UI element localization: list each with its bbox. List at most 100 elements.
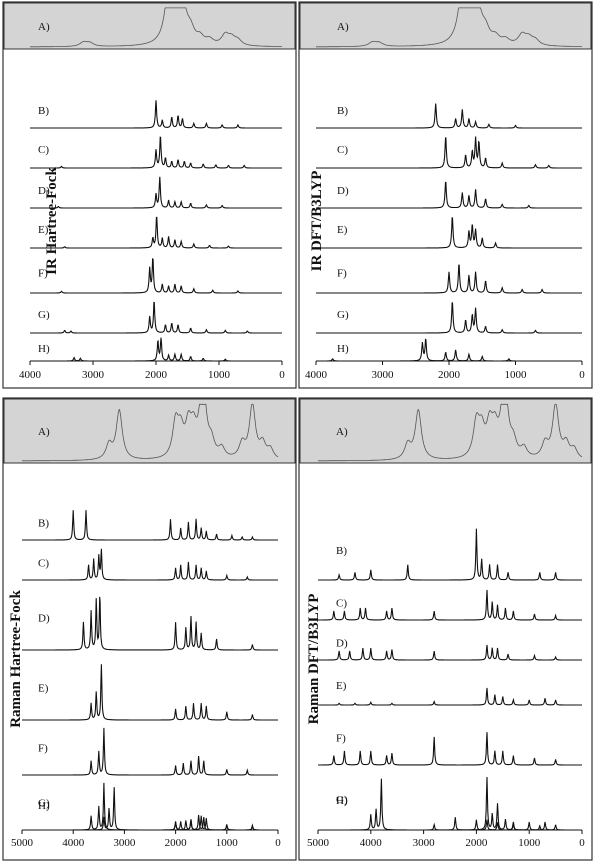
spectrum-line-g <box>316 302 582 334</box>
spectrum-label: B) <box>336 545 347 557</box>
x-tick-label: 3000 <box>113 837 136 849</box>
x-tick-label: 4000 <box>62 837 85 849</box>
spectrum-label: A) <box>38 426 50 438</box>
panel-frame <box>298 1 593 389</box>
x-tick-label: 2000 <box>438 369 461 381</box>
spectrum-line-a <box>318 403 583 462</box>
spectrum-label: D) <box>337 185 349 197</box>
spectrum-label: A) <box>336 426 348 438</box>
spectrum-label: D) <box>336 638 348 650</box>
spectrum-line-d <box>318 644 582 661</box>
x-tick-label: 2000 <box>165 837 188 849</box>
spectrum-line-b <box>22 510 278 541</box>
chart-panel-top-right: A) B) C) D) E) F) G) H) 4000 3000 2000 1000 0 IR DFT/… <box>298 1 593 389</box>
spectrum-label: H) <box>38 343 50 355</box>
spectrum-line-e <box>22 664 278 721</box>
spectrum-line-b <box>318 528 582 581</box>
experimental-spectrum-band <box>299 2 592 50</box>
spectrum-label: F) <box>38 743 48 755</box>
panel-title: Raman Hartree-Fock <box>8 590 24 728</box>
spectrum-label: F) <box>38 268 48 280</box>
spectrum-line-b <box>316 103 582 129</box>
spectrum-line-a <box>30 7 282 48</box>
spectrum-line-f <box>22 727 278 776</box>
x-tick-label: 4000 <box>360 837 383 849</box>
spectrum-label: C) <box>336 598 347 610</box>
spectrum-line-h <box>22 787 278 831</box>
spectrum-label: H) <box>337 343 349 355</box>
spectrum-label: F) <box>336 733 346 745</box>
spectrum-line-e <box>318 687 582 706</box>
spectrum-line-f <box>316 264 582 294</box>
spectrum-line-h <box>318 778 582 831</box>
panel-frame <box>2 1 297 389</box>
spectrum-label: A) <box>337 21 349 33</box>
spectrum-line-e <box>316 217 582 249</box>
spectrum-line-e <box>30 216 282 249</box>
spectrum-label: H) <box>38 800 50 812</box>
chart-panel-top-left: A) B) C) D) E) F) G) H) 4000 3000 2000 1000 0 IR Hart… <box>2 1 297 389</box>
spectrum-label: D) <box>38 185 50 197</box>
chart-panel-bottom-left: A) B) C) D) E) F) G)H) 5000 4000 3000 2000 1000 0 Ram… <box>2 397 297 861</box>
spectrum-label: B) <box>38 518 49 530</box>
experimental-spectrum-band <box>3 398 296 464</box>
x-tick-label: 2000 <box>465 837 488 849</box>
panel-title: Raman DFT/B3LYP <box>306 594 322 725</box>
spectrum-line-g <box>22 782 278 831</box>
panel-frame <box>2 397 297 861</box>
spectrum-line-f <box>30 257 282 294</box>
panel-title: IR DFT/B3LYP <box>309 171 325 272</box>
x-tick-label: 1000 <box>505 369 528 381</box>
x-tick-label: 1000 <box>216 837 239 849</box>
spectrum-line-c <box>22 548 278 581</box>
spectrum-label: E) <box>38 224 49 236</box>
spectrum-line-c <box>316 136 582 169</box>
x-tick-label: 0 <box>579 837 585 849</box>
x-tick-label: 5000 <box>11 837 34 849</box>
spectrum-label: G) <box>38 798 50 810</box>
spectrum-label: C) <box>38 144 49 156</box>
spectrum-line-g <box>30 301 282 334</box>
x-tick-label: 3000 <box>372 369 395 381</box>
x-tick-label: 3000 <box>413 837 436 849</box>
x-tick-label: 4000 <box>19 369 42 381</box>
x-tick-label: 0 <box>579 369 585 381</box>
x-tick-label: 0 <box>279 369 285 381</box>
spectrum-label: A) <box>38 21 50 33</box>
spectrum-line-b <box>30 100 282 129</box>
spectrum-label: B) <box>337 105 348 117</box>
spectrum-label: E) <box>38 683 49 695</box>
spectrum-line-c <box>30 136 282 169</box>
x-tick-label: 1000 <box>208 369 231 381</box>
spectrum-label: G) <box>38 309 50 321</box>
spectrum-label: B) <box>38 105 49 117</box>
spectrum-label: E) <box>336 680 347 692</box>
x-tick-label: 3000 <box>82 369 105 381</box>
spectrum-label: C) <box>337 144 348 156</box>
spectrum-label: G) <box>337 309 349 321</box>
spectrum-label: G) <box>336 794 348 806</box>
spectrum-line-d <box>30 176 282 209</box>
spectrum-label: E) <box>337 224 348 236</box>
spectrum-line-h <box>30 337 282 362</box>
spectrum-line-g <box>318 776 582 831</box>
x-tick-label: 1000 <box>518 837 541 849</box>
spectrum-label: F) <box>337 268 347 280</box>
x-tick-label: 4000 <box>305 369 328 381</box>
experimental-spectrum-band <box>299 398 592 464</box>
spectrum-label: H) <box>336 795 348 807</box>
spectrum-line-h <box>316 338 582 362</box>
spectrum-line-d <box>316 181 582 209</box>
x-tick-label: 5000 <box>307 837 330 849</box>
spectrum-line-a <box>22 403 279 462</box>
x-tick-label: 0 <box>275 837 281 849</box>
spectrum-line-f <box>318 732 582 766</box>
x-tick-label: 2000 <box>145 369 168 381</box>
chart-panel-bottom-right: A) B) C) D) E) F) G)H) 5000 4000 3000 2000 1000 0 Ram… <box>298 397 593 861</box>
spectrum-label: C) <box>38 558 49 570</box>
panel-frame <box>298 397 593 861</box>
spectrum-label: D) <box>38 613 50 625</box>
panel-title: IR Hartree-Fock <box>44 167 60 275</box>
spectrum-line-d <box>22 596 278 651</box>
